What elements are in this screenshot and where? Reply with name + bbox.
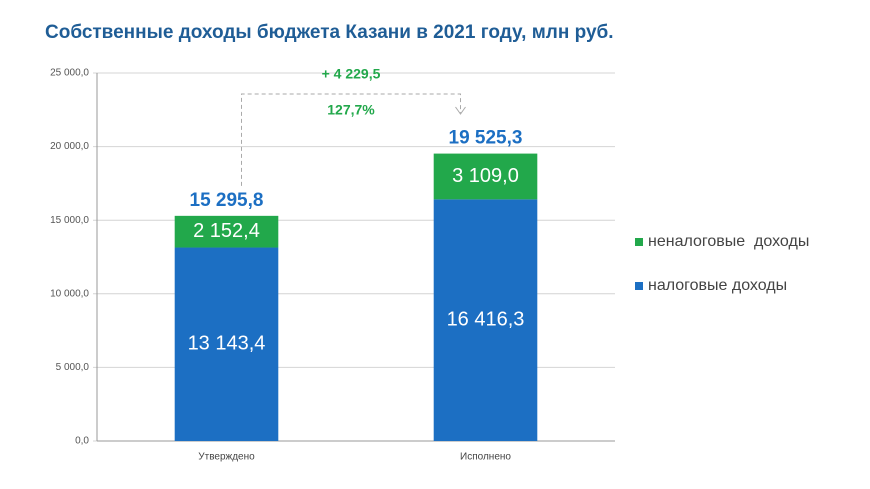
y-tick-label: 20 000,0: [50, 141, 89, 152]
y-tick-label: 10 000,0: [50, 288, 89, 299]
legend-swatch: [635, 282, 643, 290]
legend-label: налоговые доходы: [648, 277, 787, 294]
percent-label: 127,7%: [327, 102, 375, 118]
value-label: 13 143,4: [188, 333, 266, 355]
x-tick-label: Исполнено: [460, 452, 511, 463]
value-label: 16 416,3: [447, 308, 525, 330]
y-tick-label: 0,0: [75, 436, 89, 447]
value-label: 2 152,4: [193, 220, 260, 242]
bar-segment: [433, 199, 538, 441]
difference-label: + 4 229,5: [322, 66, 381, 82]
chart-title: Собственные доходы бюджета Казани в 2021…: [45, 22, 614, 43]
x-tick-label: Утверждено: [198, 452, 255, 463]
y-tick-label: 15 000,0: [50, 215, 89, 226]
legend-label: неналоговые доходы: [648, 233, 809, 250]
value-label: 3 109,0: [452, 165, 519, 187]
total-label: 15 295,8: [190, 190, 264, 211]
arrow-head: [455, 106, 466, 115]
difference-connector: [241, 93, 461, 186]
bar-segment: [433, 153, 538, 200]
y-tick-label: 5 000,0: [56, 362, 90, 373]
legend-swatch: [635, 238, 643, 246]
bar-segment: [174, 215, 279, 248]
y-tick-label: 25 000,0: [50, 68, 89, 79]
bar-segment: [174, 247, 279, 441]
total-label: 19 525,3: [449, 128, 523, 149]
